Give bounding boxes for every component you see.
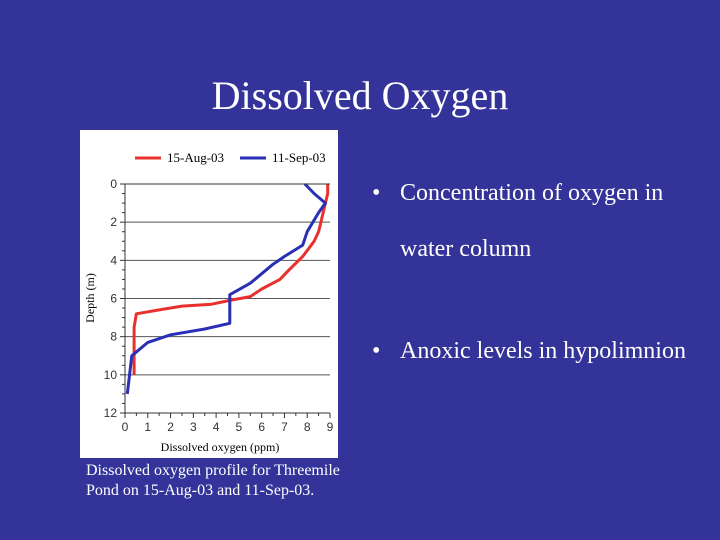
series-line-1 — [132, 184, 330, 375]
bullet-text: Anoxic levels in hypolimnion — [400, 338, 686, 364]
y-tick-label: 10 — [104, 368, 118, 382]
y-axis-title: Depth (m) — [83, 273, 97, 323]
series-layer — [125, 182, 330, 395]
x-tick-label: 2 — [167, 420, 174, 434]
x-axis-title: Dissolved oxygen (ppm) — [161, 440, 280, 454]
gridlines — [125, 221, 330, 376]
bullet-item-2: • Anoxic levels in hypolimnion — [372, 323, 717, 379]
chart-caption: Dissolved oxygen profile for Threemile P… — [86, 462, 340, 499]
x-tick-label: 9 — [327, 420, 334, 434]
slide-title: Dissolved Oxygen — [211, 73, 509, 118]
chart-panel: 0 2 4 6 8 10 12 0 1 2 3 4 5 6 7 8 9 15-Aug-03 11-Sep-03 D… — [80, 130, 338, 458]
bullet-text: Concentration of oxygen in water column — [400, 180, 664, 262]
x-tick-label: 8 — [304, 420, 311, 434]
x-tick-label: 0 — [122, 420, 129, 434]
x-tick-label: 3 — [190, 420, 197, 434]
legend-label-1: 15-Aug-03 — [167, 150, 224, 165]
series-line-2 — [125, 182, 327, 395]
bullet-item-1: • Concentration of oxygen in water colum… — [372, 165, 717, 277]
bullet-dot: • — [372, 338, 381, 364]
bullet-dot: • — [372, 180, 381, 206]
legend-label-2: 11-Sep-03 — [272, 150, 326, 165]
y-tick-label: 2 — [110, 215, 117, 229]
x-tick-label: 7 — [281, 420, 288, 434]
x-tick-label: 4 — [213, 420, 220, 434]
x-tick-label: 6 — [258, 420, 265, 434]
y-tick-label: 6 — [110, 292, 117, 306]
y-tick-label: 0 — [110, 177, 117, 191]
legend: 15-Aug-03 11-Sep-03 — [135, 150, 326, 165]
y-tick-label: 8 — [110, 330, 117, 344]
y-tick-label: 12 — [104, 406, 118, 420]
x-tick-label: 5 — [236, 420, 243, 434]
y-tick-label: 4 — [110, 253, 117, 267]
x-tick-label: 1 — [144, 420, 151, 434]
